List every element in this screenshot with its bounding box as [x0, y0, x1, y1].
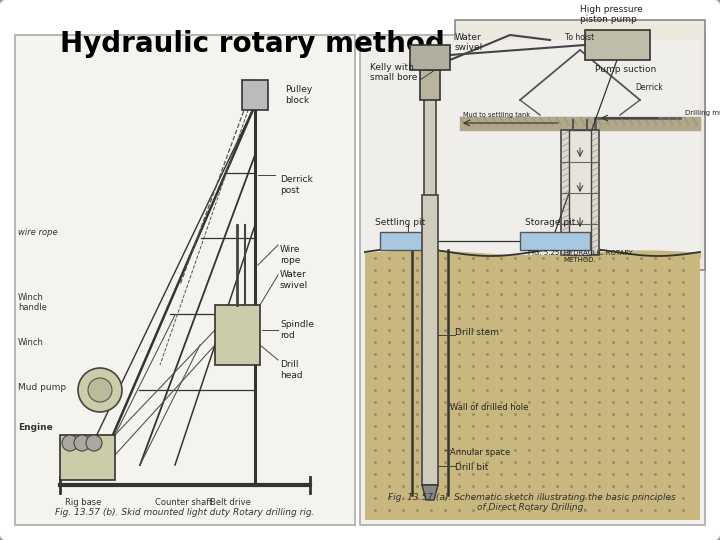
- Text: Drilling mud: Drilling mud: [685, 110, 720, 116]
- Bar: [410, 45, 450, 70]
- Text: Annular space: Annular space: [450, 448, 510, 457]
- Bar: [360, 35, 705, 525]
- Text: Engine: Engine: [18, 423, 53, 432]
- Text: Storage pit: Storage pit: [525, 218, 575, 227]
- Text: Water
swivel: Water swivel: [280, 271, 308, 289]
- Text: Drill stem: Drill stem: [455, 328, 499, 337]
- Bar: [365, 255, 700, 520]
- Text: To hoist: To hoist: [565, 33, 595, 42]
- Text: Drill
head: Drill head: [280, 360, 302, 380]
- Text: Counter shaft: Counter shaft: [155, 498, 212, 507]
- Polygon shape: [422, 485, 438, 500]
- Text: Kelly with
small bore: Kelly with small bore: [370, 63, 418, 82]
- Bar: [424, 90, 436, 250]
- Text: Hydraulic rotary method: Hydraulic rotary method: [60, 30, 444, 58]
- Circle shape: [86, 435, 102, 451]
- Circle shape: [88, 378, 112, 402]
- Text: Fig. 13.57 (b). Skid mounted light duty Rotary drilling rig.: Fig. 13.57 (b). Skid mounted light duty …: [55, 508, 315, 517]
- Bar: [15, 35, 355, 525]
- Circle shape: [62, 435, 78, 451]
- Text: Rig base: Rig base: [65, 498, 102, 507]
- Text: Derrick: Derrick: [635, 83, 662, 92]
- Text: Water
swivel: Water swivel: [455, 32, 483, 52]
- Text: Settling pit: Settling pit: [375, 218, 426, 227]
- Text: High pressure
piston pump: High pressure piston pump: [580, 5, 643, 24]
- Bar: [561, 130, 599, 255]
- Text: Winch: Winch: [18, 338, 44, 347]
- Text: Wall of drilled hole: Wall of drilled hole: [450, 403, 528, 412]
- Circle shape: [78, 368, 122, 412]
- Text: Spindle
rod: Spindle rod: [280, 320, 314, 340]
- Bar: [585, 30, 650, 60]
- Text: Mud to settling tank: Mud to settling tank: [463, 112, 530, 118]
- Bar: [422, 195, 438, 485]
- Bar: [60, 435, 115, 480]
- Text: Mud pump: Mud pump: [18, 383, 66, 392]
- Bar: [455, 20, 705, 270]
- Text: Winch
handle: Winch handle: [18, 293, 47, 312]
- Text: Pulley
block: Pulley block: [285, 85, 312, 105]
- Text: Wire
rope: Wire rope: [280, 245, 300, 265]
- Circle shape: [74, 435, 90, 451]
- Text: Derrick
post: Derrick post: [280, 176, 312, 195]
- Bar: [569, 130, 591, 255]
- Bar: [365, 40, 700, 255]
- Bar: [520, 232, 590, 250]
- Text: Fig. 13.57 (a). Schematic sketch illustrating the basic principles
of Direct Rot: Fig. 13.57 (a). Schematic sketch illustr…: [388, 492, 676, 512]
- Bar: [215, 305, 260, 365]
- Text: Drill bit: Drill bit: [455, 463, 488, 472]
- Bar: [380, 232, 435, 250]
- Text: FIG. 5.25  HYDRAULIC ROTARY
METHOD.: FIG. 5.25 HYDRAULIC ROTARY METHOD.: [528, 250, 632, 263]
- Bar: [242, 80, 268, 110]
- Bar: [420, 70, 440, 100]
- Text: Belt drive: Belt drive: [210, 498, 251, 507]
- Text: wire rope: wire rope: [18, 228, 58, 237]
- Text: Pump suction: Pump suction: [595, 65, 656, 74]
